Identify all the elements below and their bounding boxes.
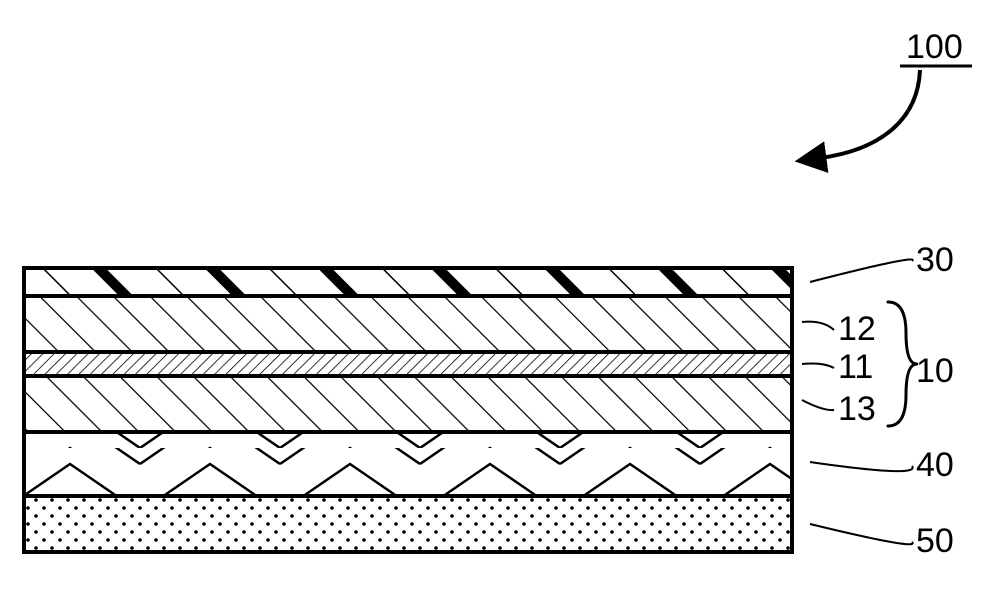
layer-label-30: 30 <box>916 243 954 277</box>
layer-label-40: 40 <box>916 448 954 482</box>
layer-label-13: 13 <box>838 392 876 426</box>
figure-canvas <box>0 0 1000 615</box>
layer-label-11: 11 <box>838 350 873 384</box>
ref-label-100: 100 <box>906 30 963 64</box>
layer-label-50: 50 <box>916 524 954 558</box>
layer-label-12: 12 <box>838 312 876 346</box>
group-label-10: 10 <box>916 354 954 388</box>
